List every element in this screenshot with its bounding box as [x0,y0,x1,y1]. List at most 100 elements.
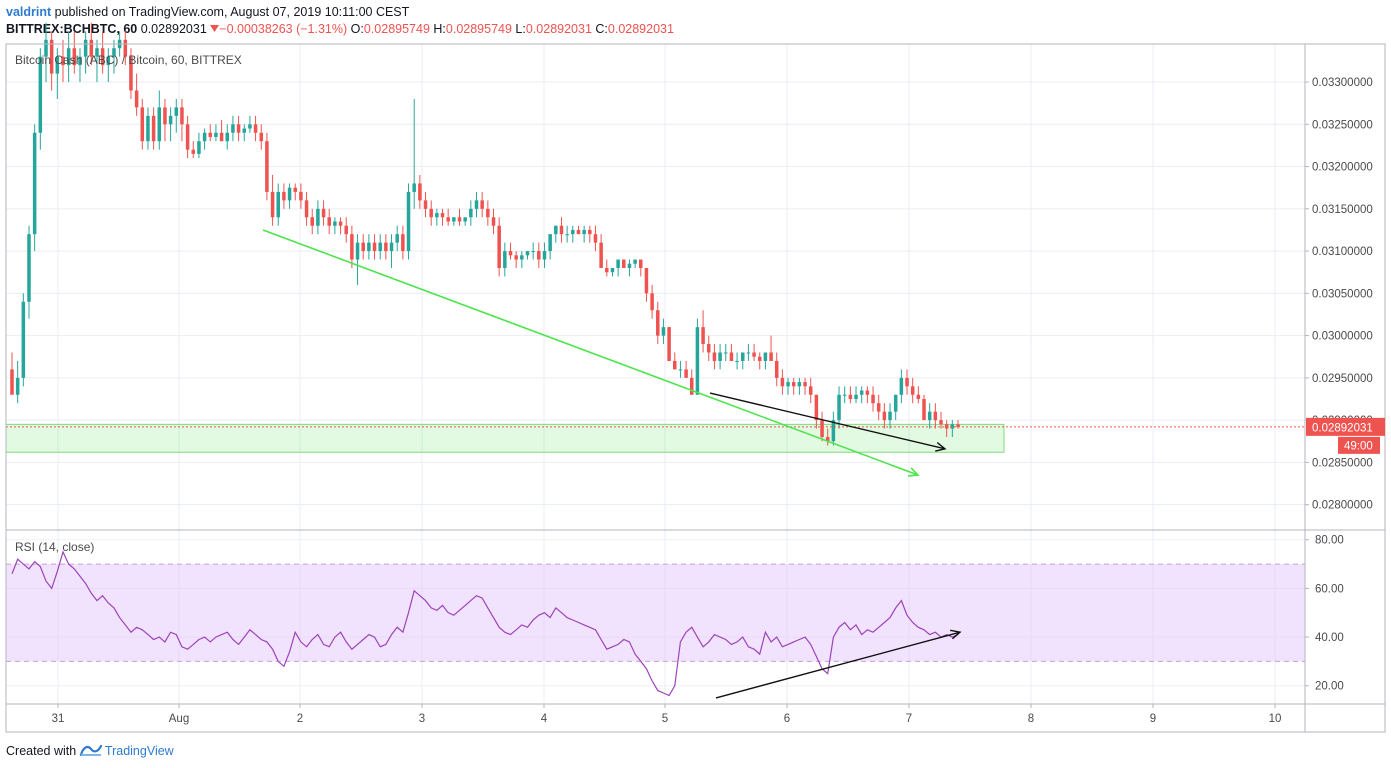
time-tick-label: 4 [541,713,548,725]
candle-body [231,124,235,133]
candle-body [542,251,547,260]
time-tick-label: 5 [662,713,668,725]
candle-body [180,107,184,125]
candle-body [695,327,700,395]
candle-body [503,251,507,268]
rsi-tick-label: 60.00 [1315,583,1344,595]
candle-body [803,382,807,387]
chart-frame [5,43,1386,733]
price-tick-label: 0.03050000 [1312,288,1373,300]
candle-body [774,360,779,378]
candle-body [740,352,745,361]
candle-body [644,267,649,294]
price-tick-label: 0.02950000 [1312,373,1373,385]
high-value: 0.02895749 [445,22,512,36]
candle-body [435,213,439,218]
candle-body [78,56,82,66]
candle-body [769,352,773,361]
candle-body [89,39,94,57]
candle-body [933,411,938,421]
candle-body [191,149,196,154]
candle-body [639,259,643,268]
candle-body [202,132,207,142]
candle-body [763,352,768,361]
candle-body [729,352,734,361]
candle-body [825,437,830,442]
candle-body [831,420,836,442]
tradingview-brand[interactable]: TradingView [104,744,174,758]
price-tick-label: 0.02800000 [1312,500,1373,512]
candle-body [384,242,388,252]
rsi-pane-label: RSI (14, close) [15,540,95,554]
candle-body [423,200,428,209]
price-divergence-line [709,392,946,450]
candle-body [457,217,462,222]
candle-body [174,107,179,116]
candle-body [10,369,14,395]
candle-body [684,369,688,378]
candle-body [491,217,496,226]
trendline-green-arrowhead [907,467,920,477]
price-tick-label: 0.03000000 [1312,331,1373,343]
candle-body [282,191,286,201]
price-tick-label: 0.03200000 [1312,162,1373,174]
candle-body [401,234,405,252]
candle-body [350,234,354,260]
candle-body [361,242,365,252]
candle-body [673,360,677,370]
price-tag: 0.02892031 49:00 [1306,417,1385,454]
price-tag-value: 0.02892031 [1312,422,1373,434]
candle-body [157,107,162,142]
candle-body [746,352,751,354]
created-with-text: Created with [6,744,77,758]
rsi-plot [6,550,1305,699]
candle-body [678,369,683,371]
candle-body [752,352,756,357]
candle-body [882,411,887,421]
price-divergence-arrowhead [935,442,947,452]
time-tick-label: 10 [1269,713,1282,725]
candle-body [208,132,213,137]
candle-body [406,191,411,252]
symbol-label: BITTREX:BCHBTC, 60 [6,22,138,36]
candle-body [469,208,473,218]
time-tick-label: 3 [419,713,425,725]
candle-body [310,217,314,226]
candle-body [780,377,785,387]
candle-body [791,382,796,387]
countdown-box [1338,436,1380,454]
candle-body [593,234,598,243]
countdown-label: 49:00 [1344,440,1373,452]
author-name[interactable]: valdrint [6,5,52,19]
ohlc-legend: BITTREX:BCHBTC, 60 0.02892031 −0.0003826… [6,22,674,36]
candle-body [446,217,450,222]
candle-body [61,56,65,66]
candle-body [610,267,615,273]
support-zone [5,423,1005,453]
candle-body [304,200,309,218]
tradingview-logo-icon[interactable] [79,743,102,757]
price-tick-label: 0.03250000 [1312,119,1373,131]
outer-frame [5,43,1386,733]
candle-body [151,115,156,142]
candle-body [474,200,479,209]
rsi-tick-label: 80.00 [1315,535,1344,547]
candle-body [712,352,717,361]
footer: Created with TradingView [6,743,174,758]
low-label: L: [515,22,526,36]
candle-body [452,217,456,222]
last-price: 0.02892031 [140,22,207,36]
candle-body [480,200,484,209]
price-tick-label: 0.02850000 [1312,457,1373,469]
candle-body [723,352,728,354]
candle-body [66,48,71,66]
candle-body [321,208,326,218]
candles [10,22,960,446]
candle-body [627,263,632,268]
change-value: −0.00038263 (−1.31%) [219,22,348,36]
candle-body [916,394,921,399]
time-tick-label: 7 [906,713,912,725]
candle-body [871,394,875,404]
candle-body [905,377,909,387]
